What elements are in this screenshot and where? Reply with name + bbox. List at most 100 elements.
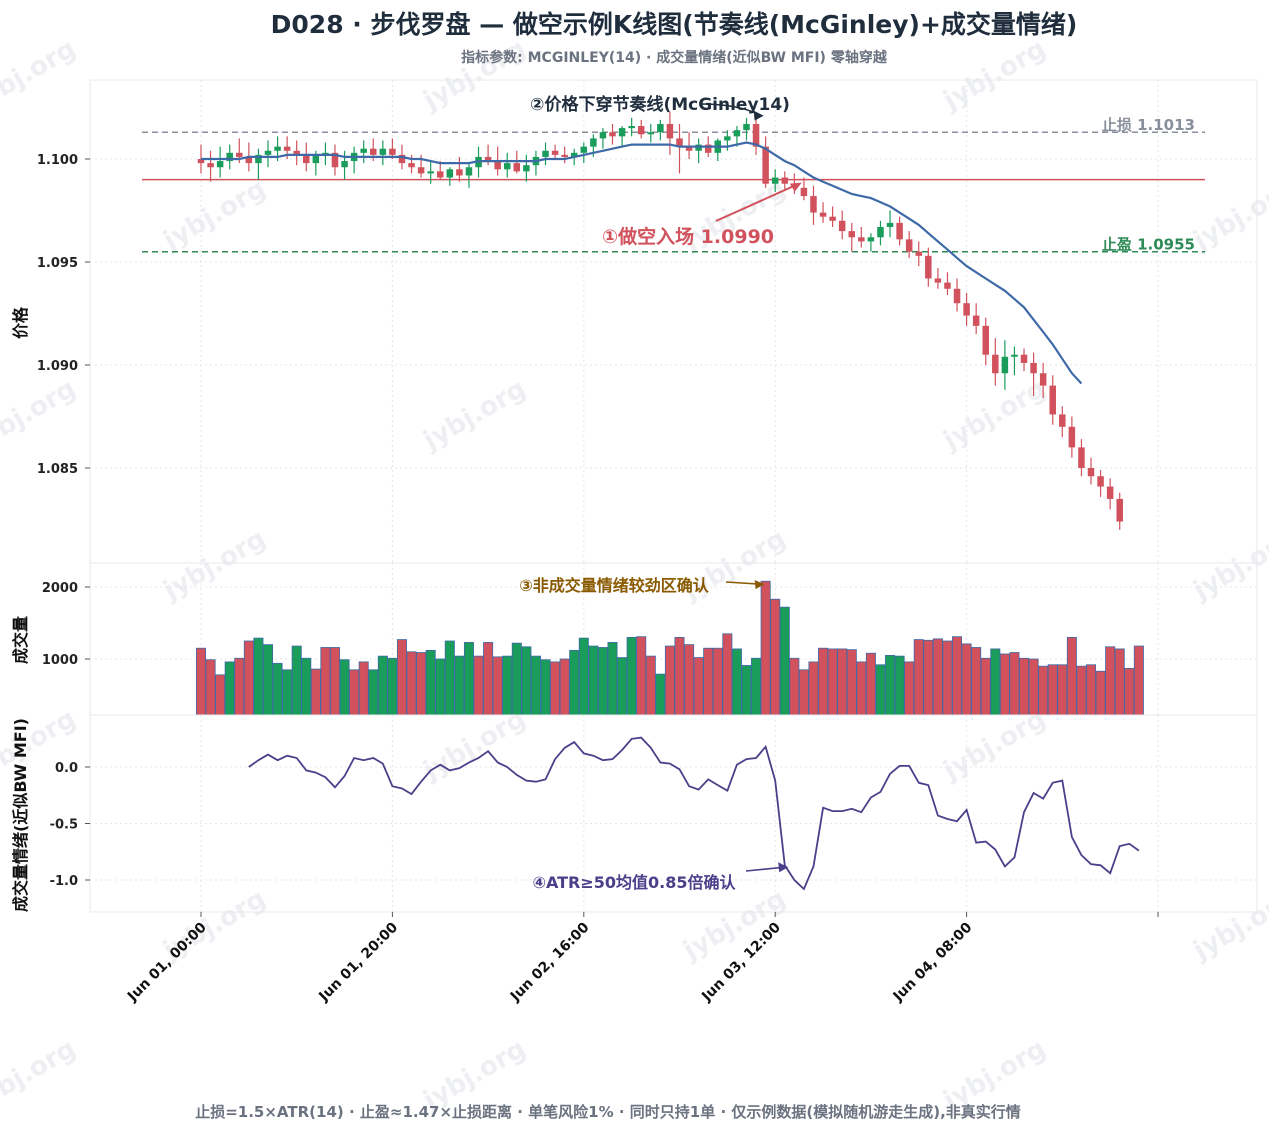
volume-bar [358,661,369,716]
y-tick-label: 1.090 [37,359,78,374]
volume-bar [818,647,829,716]
volume-bar [454,655,465,716]
footer-note: 止损=1.5×ATR(14) · 止盈≈1.47×止损距离 · 单笔风险1% ·… [195,1103,1021,1121]
candle-body [542,150,549,157]
candle-body [925,255,932,279]
candle-body [858,237,865,242]
candle-body [226,152,233,162]
candle-body [637,126,645,135]
volume-bar [932,638,943,716]
volume-bar [636,636,647,716]
watermark-text: jybj.org [418,704,531,787]
candle-body [245,156,253,164]
y-axis-label: 成交量 [11,616,30,664]
candle-body [676,138,683,147]
candle-body [1087,468,1095,477]
watermark-text: jybj.org [0,1034,81,1117]
candle-body [293,150,300,155]
candle-body [896,222,903,240]
volume-bar [885,655,896,716]
volume-bar [272,662,283,716]
volume-bar [703,647,714,716]
volume-bar [664,645,675,716]
candle-body [1068,426,1076,448]
volume-bar [798,669,809,716]
volume-bar [770,598,781,716]
candle-body [724,136,731,141]
candle-body [1078,447,1085,468]
candle-body [303,154,310,164]
volume-bar [262,644,273,716]
candle-body [800,187,808,197]
annotation-arrow [725,581,760,585]
volume-bar [310,668,321,716]
candle-body [838,220,846,232]
candle-body [810,196,817,213]
volume-bar [1076,665,1087,716]
volume-bar [722,633,733,716]
candle-body [341,161,348,168]
candle-body [360,148,367,153]
volume-bar [980,657,991,716]
volume-bar [999,653,1010,716]
volume-bar [530,655,541,716]
volume-bar [444,640,455,716]
candle-body [877,226,884,238]
volume-bar [473,655,484,716]
candle-body [905,239,913,252]
candle-body [934,278,942,283]
volume-bar [693,657,704,716]
candle-body [685,146,693,151]
candle-body [819,212,827,217]
volume-bar [224,661,235,716]
y-tick-label: 1.095 [37,256,78,271]
volume-bar [234,657,245,716]
volume-bar [243,640,254,716]
candle-body [609,132,616,137]
candle-body [944,282,951,289]
volume-bar [320,647,331,716]
candle-body [523,165,530,172]
candle-body [1020,354,1028,363]
candle-body [264,150,272,155]
candle-body [886,222,894,227]
candle-body [590,138,597,147]
volume-bar [1047,664,1058,716]
watermark-text: jybj.org [158,524,271,607]
candle-body [216,161,224,168]
candle-body [465,167,473,176]
y-tick-label: 1.100 [37,153,78,168]
volume-bar [751,657,762,716]
candle-body [389,148,396,155]
volume-bar [875,664,886,716]
candle-body [1097,476,1104,487]
candle-body [446,169,454,178]
x-tick-label: Jun 02, 16:00 [507,919,593,1005]
volume-bar [674,637,685,716]
candle-body [484,156,492,162]
volume-bar [406,651,417,716]
volume-bar [923,639,934,716]
candle-body [972,315,980,326]
volume-bar [368,669,379,716]
candle-body [982,325,989,355]
volume-bar [1038,665,1049,716]
candle-body [427,171,434,174]
candle-body [992,354,999,374]
volume-bar [301,657,312,716]
volume-bar [377,655,388,716]
price-panel: 1.085 1.090 1.095 1.100 价格 止损 1.1013 止盈 1.0955… [11,79,1258,564]
volume-bar [1086,664,1097,716]
volume-bar [1114,648,1125,716]
annotation-arrowhead [789,182,802,192]
volume-bar [1133,645,1144,716]
candle-body [1059,414,1066,427]
x-tick-label: Jun 01, 20:00 [315,919,401,1005]
candle-body [618,128,626,137]
y-axis-label: 价格 [11,306,30,339]
volume-bar [492,656,503,716]
candle-body [551,150,559,155]
volume-bar [961,643,972,716]
volume-bar [540,659,551,716]
candle-body [437,171,444,178]
